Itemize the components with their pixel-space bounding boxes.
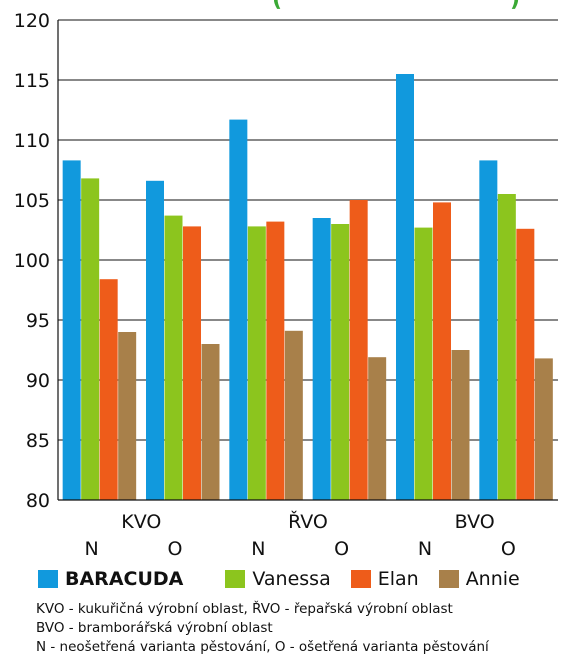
legend-label-baracuda: BARACUDA bbox=[65, 568, 184, 590]
y-tick-label: 110 bbox=[14, 130, 50, 152]
chart-title-layer: ( ) bbox=[272, 0, 520, 12]
y-tick-label: 115 bbox=[14, 70, 50, 92]
bar-annie-1 bbox=[201, 344, 220, 500]
bar-vanessa-3 bbox=[331, 224, 350, 500]
legend-swatch-annie bbox=[438, 570, 459, 588]
legend-label-elan: Elan bbox=[377, 568, 419, 590]
legend-item-baracuda: BARACUDA bbox=[38, 568, 205, 590]
x-category-label: N bbox=[418, 538, 432, 560]
legend-item-vanessa: Vanessa bbox=[225, 568, 331, 590]
legend-swatch-vanessa bbox=[225, 570, 246, 588]
bar-vanessa-5 bbox=[497, 194, 516, 500]
bar-baracuda-1 bbox=[146, 180, 164, 501]
legend: BARACUDA Vanessa Elan Annie bbox=[38, 566, 558, 592]
grid-layer bbox=[58, 19, 558, 441]
legend-item-annie: Annie bbox=[438, 568, 520, 590]
bar-annie-5 bbox=[534, 358, 553, 500]
note-line-variants: N - neošetřená varianta pěstování, O - o… bbox=[36, 639, 489, 655]
y-tick-label: 90 bbox=[26, 370, 50, 392]
bar-elan-5 bbox=[516, 228, 535, 501]
y-tick-label: 105 bbox=[14, 190, 50, 212]
y-tick-label: 100 bbox=[14, 250, 50, 272]
note-line-regions: KVO - kukuřičná výrobní oblast, ŘVO - ře… bbox=[36, 601, 453, 617]
bar-layer bbox=[62, 74, 553, 501]
legend-label-annie: Annie bbox=[465, 568, 520, 590]
legend-swatch-elan bbox=[350, 570, 371, 588]
bar-annie-3 bbox=[368, 357, 387, 500]
bar-elan-2 bbox=[266, 221, 285, 500]
legend-swatch-baracuda bbox=[38, 570, 58, 588]
bar-annie-2 bbox=[284, 330, 303, 500]
legend-label-vanessa: Vanessa bbox=[252, 568, 331, 590]
chart-notes: KVO - kukuřičná výrobní oblast, ŘVO - ře… bbox=[36, 600, 566, 657]
bar-chart: ( ) 80 85 90 95 100 105 110 115 120 KVO ŘVO BVO N O N… bbox=[14, 0, 558, 560]
note-line-bvo: BVO - bramborářská výrobní oblast bbox=[36, 620, 273, 636]
chart-title-close-paren: ) bbox=[510, 0, 520, 12]
y-tick-label: 85 bbox=[26, 430, 50, 452]
x-category-label: O bbox=[334, 538, 349, 560]
bar-baracuda-4 bbox=[396, 74, 414, 500]
legend-item-elan: Elan bbox=[350, 568, 419, 590]
y-tick-labels: 80 85 90 95 100 105 110 115 120 bbox=[14, 10, 50, 512]
bar-annie-4 bbox=[451, 350, 470, 500]
bar-baracuda-2 bbox=[229, 119, 248, 500]
bar-elan-1 bbox=[183, 226, 201, 500]
x-category-label: N bbox=[85, 538, 99, 560]
bar-baracuda-5 bbox=[479, 160, 498, 500]
bar-baracuda-3 bbox=[312, 218, 331, 500]
x-category-label: O bbox=[168, 538, 183, 560]
axis-layer bbox=[57, 20, 558, 501]
x-group-label: ŘVO bbox=[288, 510, 328, 533]
x-group-label: BVO bbox=[455, 511, 495, 533]
bar-elan-4 bbox=[433, 202, 451, 500]
bar-vanessa-4 bbox=[414, 227, 433, 500]
x-category-label: N bbox=[251, 538, 265, 560]
bar-baracuda-0 bbox=[62, 160, 81, 500]
bar-vanessa-2 bbox=[247, 226, 266, 500]
bar-vanessa-0 bbox=[81, 178, 100, 500]
y-tick-label: 95 bbox=[26, 310, 50, 332]
x-group-label: KVO bbox=[121, 511, 161, 533]
x-category-label: O bbox=[501, 538, 516, 560]
x-tick-labels: KVO ŘVO BVO N O N O N O bbox=[85, 510, 516, 560]
bar-elan-3 bbox=[349, 200, 368, 500]
bar-vanessa-1 bbox=[164, 215, 183, 500]
chart-title-open-paren: ( bbox=[272, 0, 282, 12]
bar-annie-0 bbox=[118, 332, 137, 500]
y-tick-label: 120 bbox=[14, 10, 50, 32]
bar-elan-0 bbox=[99, 279, 118, 500]
y-tick-label: 80 bbox=[26, 490, 50, 512]
